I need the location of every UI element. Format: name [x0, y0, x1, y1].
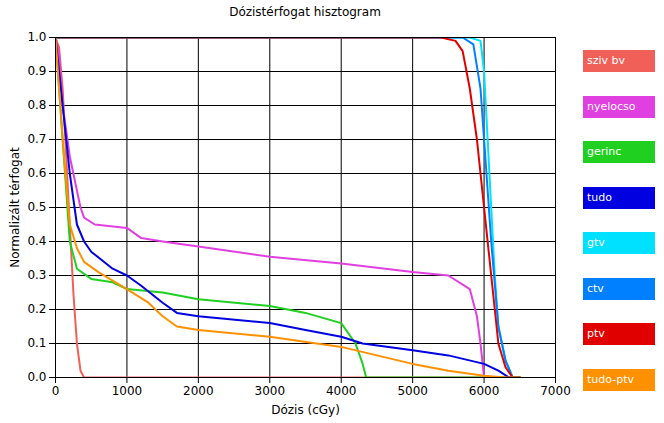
svg-text:5000: 5000 [397, 384, 428, 398]
svg-text:0.7: 0.7 [27, 132, 46, 146]
svg-text:0.8: 0.8 [27, 98, 46, 112]
svg-text:1000: 1000 [112, 384, 143, 398]
html-text:ptv: ptv [587, 327, 605, 340]
svg-text:Dózis (cGy): Dózis (cGy) [271, 403, 340, 417]
svg-text:0.3: 0.3 [27, 268, 46, 282]
svg-text:6000: 6000 [469, 384, 500, 398]
svg-text:Normalizált térfogat: Normalizált térfogat [8, 147, 22, 268]
svg-text:3000: 3000 [255, 384, 286, 398]
html-text:gerinc: gerinc [587, 145, 622, 158]
svg-text:0.0: 0.0 [27, 370, 46, 384]
html-text:tudo-ptv: tudo-ptv [587, 372, 634, 386]
html-text:nyelocso: nyelocso [587, 99, 636, 113]
html-text:tudo: tudo [587, 190, 612, 204]
svg-text:0.9: 0.9 [27, 64, 46, 78]
svg-text:0.4: 0.4 [27, 234, 46, 248]
html-text:Dózistérfogat hisztogram: Dózistérfogat hisztogram [229, 5, 381, 19]
svg-text:7000: 7000 [540, 384, 571, 398]
svg-text:0.1: 0.1 [27, 336, 46, 350]
html-text:gtv: gtv [587, 236, 605, 249]
html-text:ctv: ctv [587, 281, 604, 295]
svg-text:0.2: 0.2 [27, 302, 46, 316]
svg-text:0.5: 0.5 [27, 200, 46, 214]
svg-text:4000: 4000 [326, 384, 357, 398]
svg-text:2000: 2000 [183, 384, 214, 398]
html-text:sziv bv: sziv bv [587, 54, 626, 67]
svg-text:0: 0 [52, 384, 60, 398]
svg-text:0.6: 0.6 [27, 166, 46, 180]
svg-text:1.0: 1.0 [27, 30, 46, 44]
